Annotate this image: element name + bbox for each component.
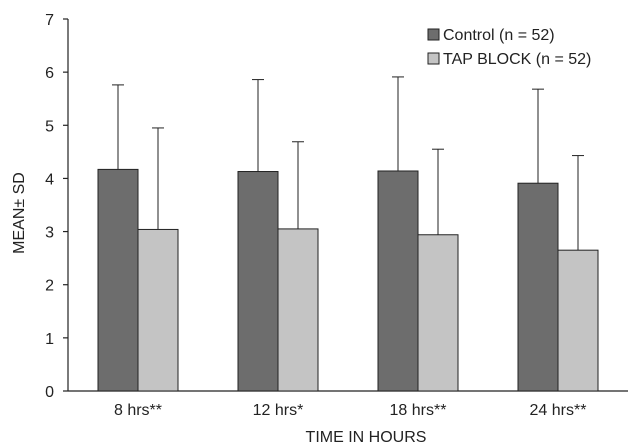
y-tick-label: 1 [45, 331, 54, 348]
bar-control [377, 170, 419, 392]
bar-control [237, 171, 279, 392]
bar-tap-block [417, 234, 459, 392]
legend-label-control: Control (n = 52) [443, 27, 555, 44]
bar-tap-block [277, 228, 319, 392]
bar-control [97, 168, 139, 392]
y-tick-label: 2 [45, 278, 54, 295]
bar-control [517, 182, 559, 392]
x-tick-label: 24 hrs** [530, 402, 587, 419]
y-tick-label: 5 [45, 118, 54, 135]
y-tick-label: 6 [45, 65, 54, 82]
x-axis-title: TIME IN HOURS [306, 429, 427, 445]
y-tick-label: 0 [45, 384, 54, 401]
x-tick-label: 18 hrs** [390, 402, 447, 419]
legend-swatch-tap-block [427, 52, 440, 65]
x-tick-label: 8 hrs** [114, 402, 162, 419]
bar-tap-block [137, 228, 179, 392]
legend-label-tap-block: TAP BLOCK (n = 52) [443, 51, 591, 68]
x-tick-label: 12 hrs* [253, 402, 304, 419]
plot-area: 0 1 2 3 4 5 6 7 8 hrs** 12 hrs* 18 hrs** 24 hrs** [45, 12, 628, 419]
bar-tap-block [557, 249, 599, 392]
y-tick-label: 4 [45, 171, 54, 188]
y-tick-label: 7 [45, 12, 54, 29]
legend-swatch-control [427, 28, 440, 41]
legend: Control (n = 52) TAP BLOCK (n = 52) [427, 27, 591, 68]
y-tick-label: 3 [45, 225, 54, 242]
y-axis-title: MEAN± SD [11, 172, 28, 254]
